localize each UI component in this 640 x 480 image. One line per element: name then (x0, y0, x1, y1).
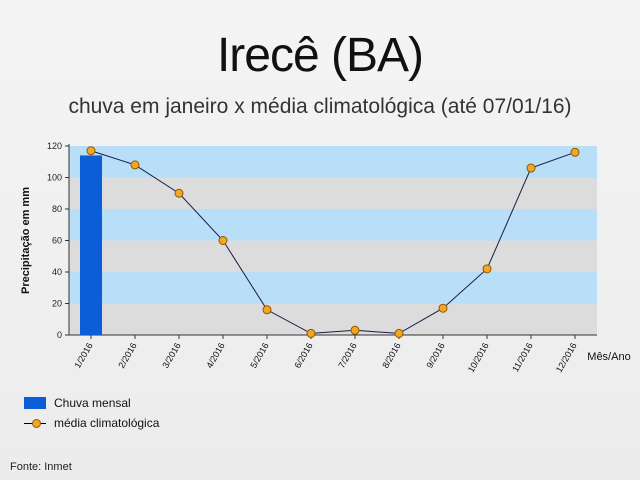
x-tick-label: 11/2016 (510, 341, 535, 374)
climatology-point (174, 188, 184, 198)
x-tick-label: 9/2016 (424, 341, 446, 370)
legend-item-bar: Chuva mensal (24, 393, 159, 413)
y-tick-label: 100 (47, 173, 62, 183)
climatology-point (570, 147, 580, 157)
grid-band (69, 303, 597, 335)
grid-band (69, 272, 597, 304)
y-tick-label: 20 (52, 299, 62, 309)
grid-band (69, 146, 597, 178)
chart-subtitle: chuva em janeiro x média climatológica (… (68, 95, 572, 118)
bar-swatch-icon (24, 397, 46, 409)
climatology-point (438, 303, 448, 313)
climatology-point (86, 146, 96, 156)
legend-label-bar: Chuva mensal (54, 396, 131, 410)
climatology-line (90, 150, 576, 334)
chart-title: Irecê (BA) (216, 29, 424, 82)
x-tick-label: 12/2016 (554, 341, 579, 374)
grid-band (69, 209, 597, 241)
legend-label-line: média climatológica (54, 416, 160, 430)
precipitation-chart: 0 20 40 60 80 100 120 Precipitação em mm 1/2016 2… (20, 141, 631, 374)
rain-bar (80, 155, 102, 335)
x-axis-label: Mês/Ano (587, 351, 630, 363)
y-tick-label: 80 (52, 204, 62, 214)
y-axis-label: Precipitação em mm (20, 187, 32, 294)
x-tick-label: 2/2016 (116, 341, 138, 370)
climatology-point (130, 160, 140, 170)
x-tick-label: 6/2016 (292, 341, 314, 370)
x-tick-label: 4/2016 (204, 341, 226, 370)
climatology-point (394, 328, 404, 338)
line-marker-swatch-icon (24, 417, 46, 429)
legend-item-line: média climatológica (24, 413, 159, 433)
x-tick-label: 3/2016 (160, 341, 182, 370)
climatology-point (262, 305, 272, 315)
climatology-point (350, 325, 360, 335)
source-note: Fonte: Inmet (10, 461, 72, 473)
y-tick-label: 40 (52, 267, 62, 277)
grid-band (69, 177, 597, 209)
y-tick-label: 120 (47, 141, 62, 151)
climatology-point (482, 264, 492, 274)
x-tick-label: 7/2016 (336, 341, 358, 370)
x-tick-label: 8/2016 (380, 341, 402, 370)
x-tick-label: 1/2016 (72, 341, 94, 370)
y-tick-label: 0 (57, 330, 62, 340)
climatology-point (306, 328, 316, 338)
climatology-point (218, 236, 228, 245)
x-tick-label: 5/2016 (248, 341, 270, 370)
grid-band (69, 240, 597, 272)
y-tick-label: 60 (52, 236, 62, 246)
x-tick-label: 10/2016 (466, 341, 491, 374)
climatology-point (526, 163, 536, 173)
legend: Chuva mensal média climatológica (24, 393, 159, 433)
